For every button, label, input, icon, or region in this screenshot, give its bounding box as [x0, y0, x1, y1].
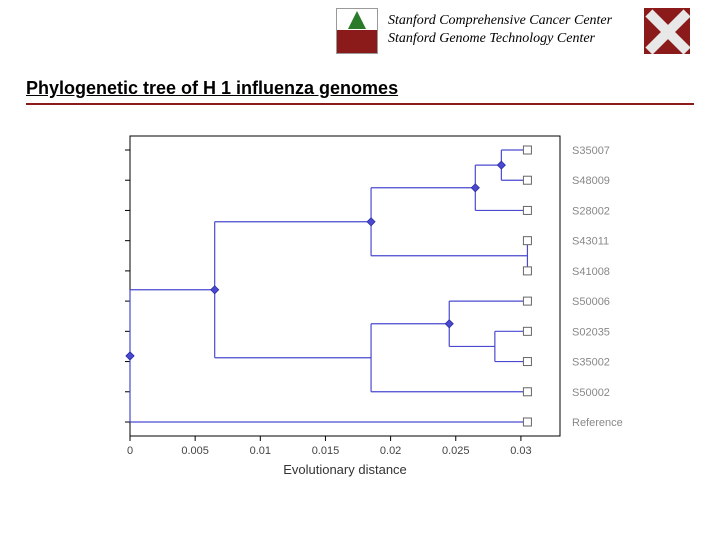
svg-text:0.025: 0.025 — [442, 445, 470, 457]
header: Stanford Comprehensive Cancer Center Sta… — [0, 8, 720, 58]
title-bar: Phylogenetic tree of H 1 influenza genom… — [26, 78, 694, 105]
header-text: Stanford Comprehensive Cancer Center Sta… — [388, 12, 612, 48]
header-line2: Stanford Genome Technology Center — [388, 30, 612, 48]
svg-text:0.005: 0.005 — [181, 445, 209, 457]
svg-text:S02035: S02035 — [572, 326, 610, 338]
svg-text:S41008: S41008 — [572, 266, 610, 278]
svg-text:S35002: S35002 — [572, 357, 610, 369]
phylo-tree-chart: 0 0.005 0.01 0.015 0.02 0.025 0.03 Evolutionary… — [90, 126, 650, 496]
svg-text:Reference: Reference — [572, 417, 623, 429]
svg-text:Evolutionary distance: Evolutionary distance — [283, 462, 407, 477]
svg-text:S28002: S28002 — [572, 205, 610, 217]
svg-text:S50002: S50002 — [572, 387, 610, 399]
svg-text:0: 0 — [127, 445, 133, 457]
svg-text:S35007: S35007 — [572, 145, 610, 157]
svg-text:0.015: 0.015 — [312, 445, 340, 457]
svg-text:S43011: S43011 — [572, 236, 609, 248]
svg-text:S48009: S48009 — [572, 175, 610, 187]
svg-text:0.02: 0.02 — [380, 445, 401, 457]
header-line1: Stanford Comprehensive Cancer Center — [388, 12, 612, 30]
svg-text:0.03: 0.03 — [510, 445, 531, 457]
x-logo-icon — [644, 8, 690, 54]
page-title: Phylogenetic tree of H 1 influenza genom… — [26, 78, 694, 99]
svg-text:0.01: 0.01 — [250, 445, 271, 457]
stanford-shield-icon — [336, 8, 378, 54]
svg-text:S50006: S50006 — [572, 296, 610, 308]
